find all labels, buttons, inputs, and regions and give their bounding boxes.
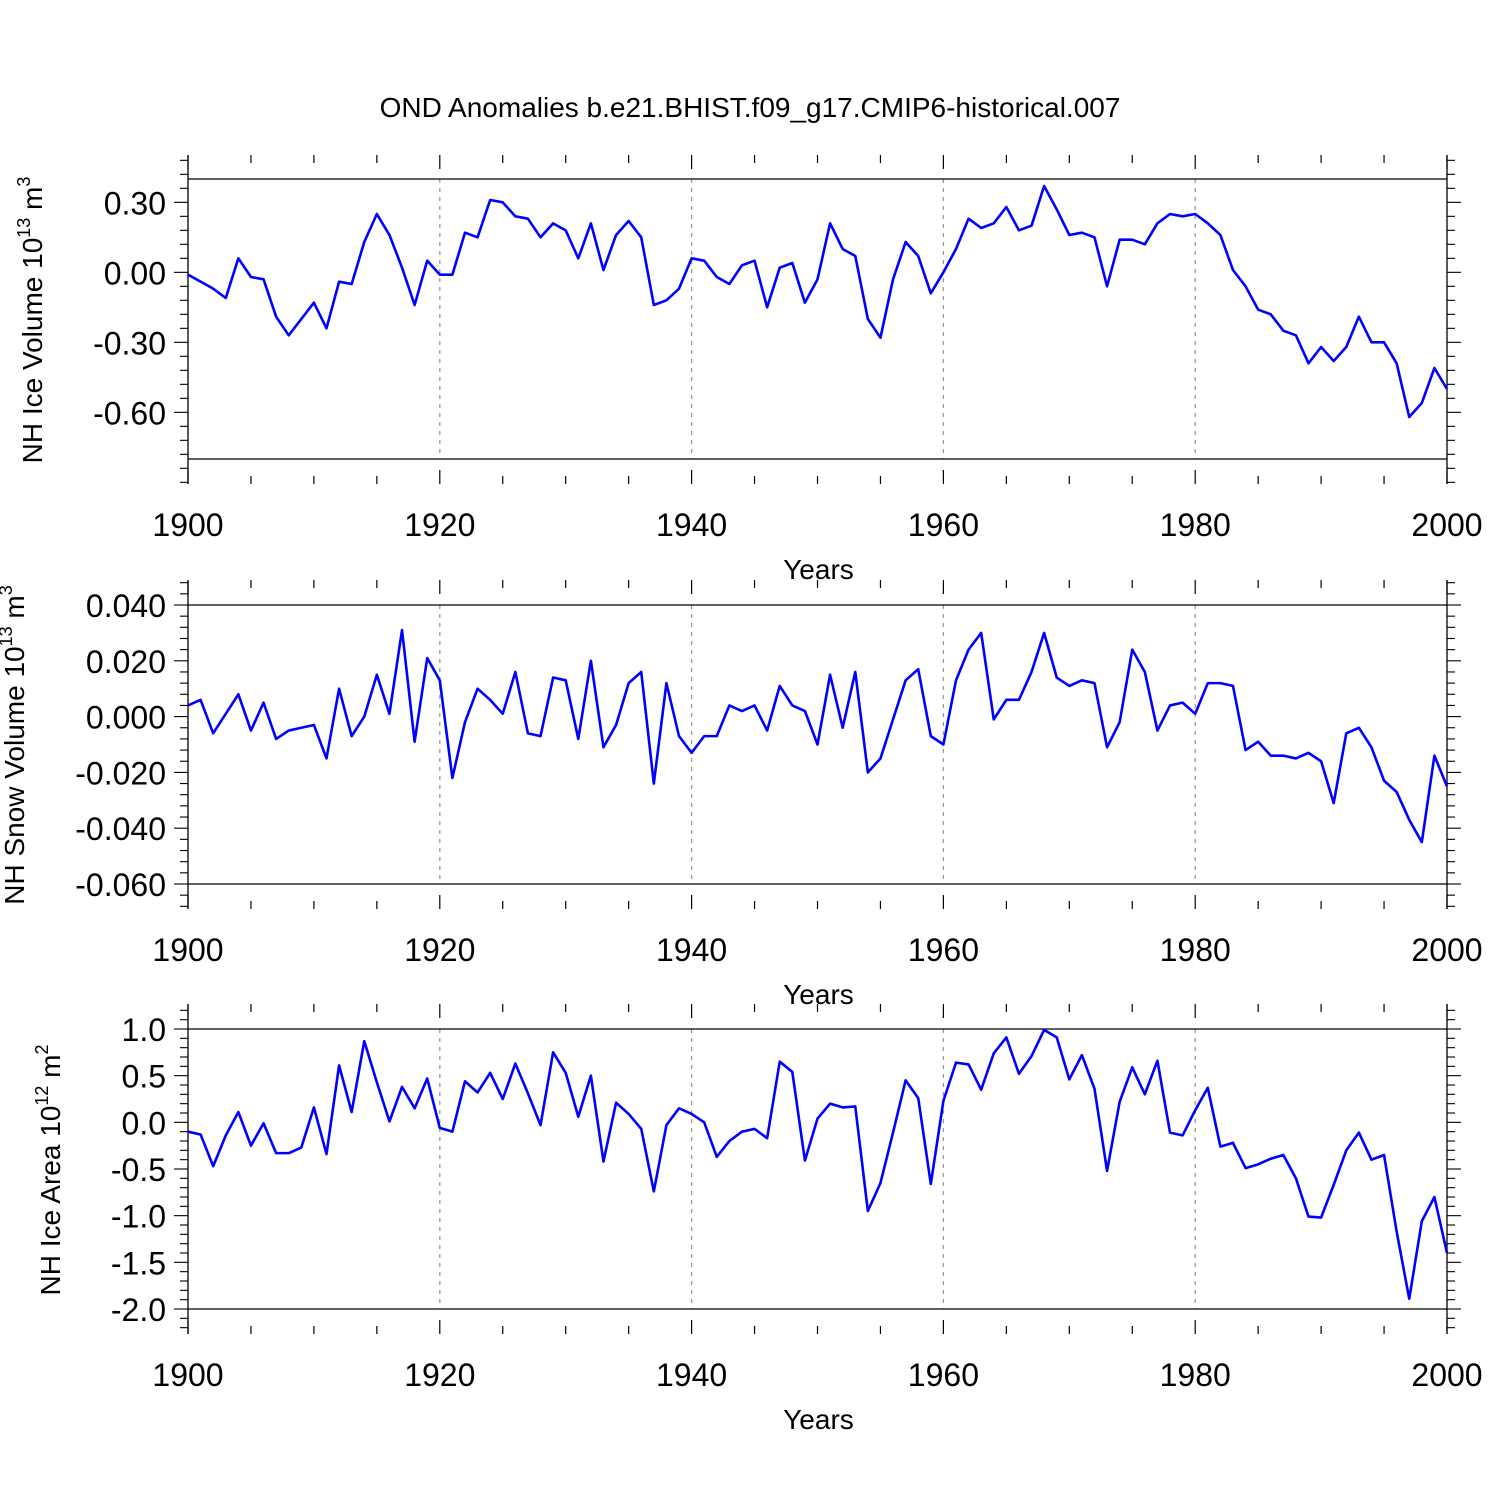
- x-tick-label: 1940: [656, 1357, 727, 1393]
- x-tick-label: 1920: [404, 932, 475, 968]
- y-tick-label: -0.060: [75, 867, 166, 903]
- x-tick-label: 1900: [152, 932, 223, 968]
- series-line: [187, 1028, 1449, 1301]
- panel-3: 1.0 0.5 0.0 -0.5 -1.0 -1.5 -2.0 1900 1920 1940 196…: [32, 1004, 1483, 1435]
- x-tick-label: 1900: [152, 1357, 223, 1393]
- panel-1: 0.30 0.00 -0.30 -0.60 1900 1920 1940 1960 1980 20…: [14, 155, 1483, 585]
- x-tick-label: 2000: [1411, 1357, 1482, 1393]
- y-tick-label: 0.020: [86, 644, 166, 680]
- x-axis-label: Years: [783, 554, 854, 585]
- x-tick-label: 1960: [908, 1357, 979, 1393]
- y-axis-label: NH Ice Volume 1013 m3: [14, 177, 48, 464]
- x-axis-label: Years: [783, 979, 854, 1010]
- x-tick-label: 1960: [908, 507, 979, 543]
- x-tick-label: 2000: [1411, 507, 1482, 543]
- y-tick-label: -0.040: [75, 811, 166, 847]
- panel-2: 0.040 0.020 0.000 -0.020 -0.040 -0.060 1900 192…: [0, 580, 1483, 1010]
- y-tick-label: 0.040: [86, 588, 166, 624]
- x-tick-label: 1980: [1160, 507, 1231, 543]
- x-tick-label: 1920: [404, 507, 475, 543]
- chart-title: OND Anomalies b.e21.BHIST.f09_g17.CMIP6-…: [380, 92, 1121, 123]
- x-tick-label: 1960: [908, 932, 979, 968]
- series-line: [187, 184, 1449, 419]
- x-tick-label: 1940: [656, 507, 727, 543]
- x-axis-label: Years: [783, 1404, 854, 1435]
- y-axis-label: NH Snow Volume 1013 m3: [0, 585, 30, 905]
- x-tick-label: 1920: [404, 1357, 475, 1393]
- x-tick-label: 1900: [152, 507, 223, 543]
- y-tick-label: 0.5: [122, 1059, 166, 1095]
- y-tick-label: -0.5: [111, 1152, 166, 1188]
- x-tick-label: 1980: [1160, 932, 1231, 968]
- x-tick-label: 2000: [1411, 932, 1482, 968]
- y-tick-label: 0.30: [104, 185, 166, 221]
- x-tick-label: 1940: [656, 932, 727, 968]
- y-tick-label: 0.0: [122, 1105, 166, 1141]
- y-tick-label: -1.5: [111, 1245, 166, 1281]
- y-tick-label: 0.00: [104, 255, 166, 291]
- y-tick-label: 0.000: [86, 700, 166, 736]
- y-tick-label: -0.020: [75, 755, 166, 791]
- y-tick-label: -1.0: [111, 1199, 166, 1235]
- y-axis-label: NH Ice Area 1012 m2: [32, 1044, 66, 1295]
- y-tick-label: -2.0: [111, 1292, 166, 1328]
- y-tick-label: -0.60: [93, 395, 166, 431]
- series-line: [187, 628, 1449, 844]
- y-tick-label: -0.30: [93, 325, 166, 361]
- x-tick-label: 1980: [1160, 1357, 1231, 1393]
- y-tick-label: 1.0: [122, 1012, 166, 1048]
